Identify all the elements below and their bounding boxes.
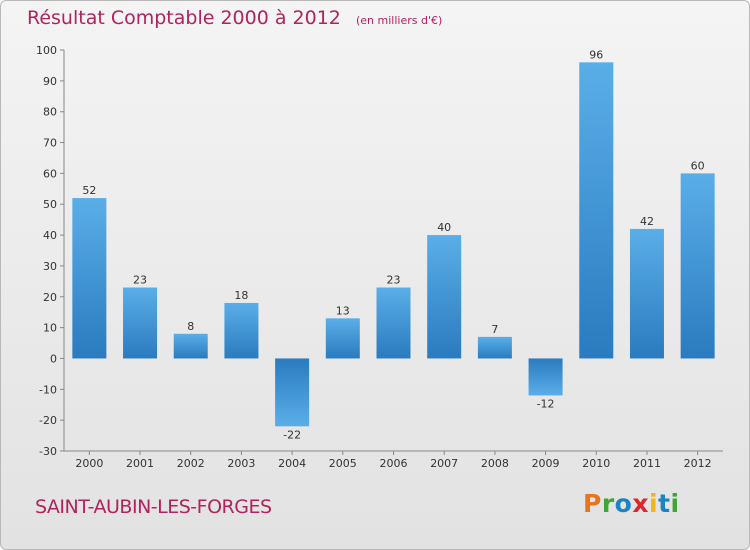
logo-letter: o — [614, 489, 633, 518]
x-tick-label: 2011 — [633, 457, 661, 470]
y-tick-label: 30 — [43, 260, 57, 273]
value-label-2011: 42 — [640, 215, 654, 228]
bar-2008 — [477, 336, 512, 359]
x-tick-label: 2006 — [380, 457, 408, 470]
logo-letter: P — [583, 489, 602, 518]
axes: -30 -20 -10 0 10 20 30 40 50 60 70 80 90 100 2000 2001 2… — [36, 44, 723, 470]
bar-2001 — [123, 287, 158, 359]
y-tick-label: 100 — [36, 44, 57, 57]
y-tick-label: -20 — [39, 414, 57, 427]
x-tick-label: 2004 — [278, 457, 306, 470]
x-tick-label: 2007 — [430, 457, 458, 470]
chart-unit-text: (en milliers d'€) — [355, 14, 443, 27]
y-tick-label: 90 — [43, 75, 57, 88]
bar-2006 — [376, 287, 411, 359]
y-tick-label: -10 — [39, 383, 57, 396]
logo-letter: x — [632, 489, 649, 518]
value-label-2009: -12 — [537, 397, 555, 410]
x-tick-label: 2012 — [684, 457, 712, 470]
bar-2007 — [427, 235, 462, 359]
x-tick-label: 2000 — [75, 457, 103, 470]
bar-2005 — [325, 318, 360, 359]
y-tick-label: 0 — [50, 352, 57, 365]
x-tick-label: 2009 — [532, 457, 560, 470]
y-tick-label: 10 — [43, 322, 57, 335]
y-tick-label: 50 — [43, 198, 57, 211]
x-tick-label: 2008 — [481, 457, 509, 470]
x-tick-label: 2001 — [126, 457, 154, 470]
y-tick-label: 20 — [43, 291, 57, 304]
value-label-2005: 13 — [336, 304, 350, 317]
logo-letter: i — [670, 489, 680, 518]
bars — [72, 62, 715, 427]
value-label-2008: 7 — [491, 323, 498, 336]
logo-letter: t — [658, 489, 671, 518]
x-tick-label: 2003 — [227, 457, 255, 470]
value-label-2002: 8 — [187, 320, 194, 333]
commune-name: SAINT-AUBIN-LES-FORGES — [35, 496, 272, 518]
bar-2004 — [275, 358, 310, 427]
y-tick-label: 60 — [43, 167, 57, 180]
bar-2010 — [579, 62, 614, 359]
bar-2009 — [528, 358, 563, 396]
value-label-2001: 23 — [133, 274, 147, 287]
x-tick-label: 2002 — [177, 457, 205, 470]
y-tick-label: -30 — [39, 445, 57, 458]
y-tick-label: 80 — [43, 106, 57, 119]
bar-2011 — [629, 228, 664, 359]
proxiti-logo: Proxiti — [583, 489, 680, 518]
bar-2003 — [224, 302, 259, 359]
logo-letter: i — [649, 489, 659, 518]
chart-title: Résultat Comptable 2000 à 2012 (en milli… — [27, 7, 442, 29]
bar-2000 — [72, 198, 107, 359]
bar-2012 — [680, 173, 715, 359]
chart-title-text: Résultat Comptable 2000 à 2012 — [27, 7, 341, 29]
x-tick-label: 2005 — [329, 457, 357, 470]
value-label-2004: -22 — [283, 428, 301, 441]
value-label-2007: 40 — [437, 221, 451, 234]
value-label-2003: 18 — [234, 289, 248, 302]
logo-letter: r — [601, 489, 615, 518]
data-labels: 52 23 8 18 -22 13 23 40 7 -12 96 42 60 — [82, 48, 704, 441]
x-tick-label: 2010 — [582, 457, 610, 470]
value-label-2000: 52 — [82, 184, 96, 197]
value-label-2010: 96 — [589, 48, 603, 61]
y-tick-label: 70 — [43, 137, 57, 150]
value-label-2012: 60 — [691, 159, 705, 172]
y-tick-label: 40 — [43, 229, 57, 242]
value-label-2006: 23 — [387, 274, 401, 287]
bar-2002 — [173, 333, 208, 359]
